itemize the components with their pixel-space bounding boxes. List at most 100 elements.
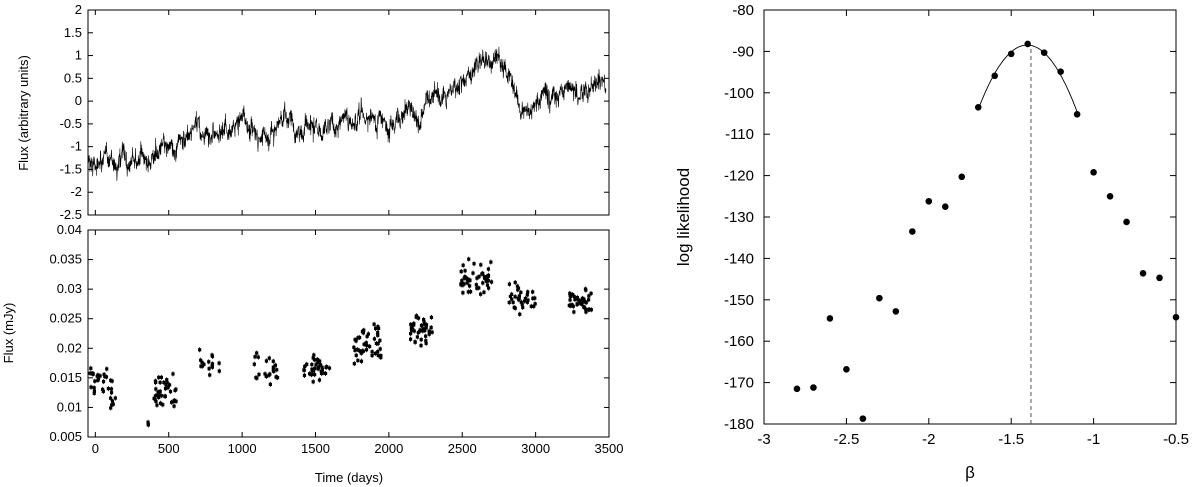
data-point — [568, 291, 572, 295]
data-point — [271, 365, 275, 369]
x-tick-label: -2 — [922, 431, 935, 448]
data-point — [165, 378, 169, 382]
data-point — [472, 262, 476, 266]
data-point — [481, 271, 485, 275]
y-tick-label: 0.04 — [57, 222, 82, 237]
data-point — [309, 373, 314, 377]
data-point — [459, 283, 463, 287]
data-point — [529, 304, 533, 308]
data-point — [157, 395, 161, 399]
data-point — [467, 257, 471, 261]
plot-frame-flux — [87, 9, 610, 216]
data-point — [155, 403, 159, 407]
data-point — [252, 362, 256, 366]
data-point — [516, 288, 520, 292]
y-tick-label: -160 — [724, 333, 754, 350]
data-point — [531, 296, 535, 300]
data-point — [275, 368, 279, 372]
y-tick-label: 0.03 — [57, 281, 82, 296]
data-point — [580, 302, 584, 306]
data-point — [323, 371, 328, 376]
y-tick-label: -170 — [724, 375, 754, 392]
data-point — [364, 348, 369, 352]
data-point — [314, 363, 318, 367]
likelihood-point — [991, 72, 999, 80]
data-point — [353, 348, 357, 352]
data-point — [421, 329, 425, 333]
data-point — [419, 338, 423, 342]
y-axis-ticks: 0.005 0.01 0.015 0.02 0.025 0.03 0.035 0.04 — [49, 222, 609, 444]
data-point — [533, 296, 537, 300]
likelihood-point — [1123, 218, 1130, 226]
data-point — [207, 367, 211, 371]
plot-frame-likelihood — [763, 9, 1177, 425]
data-point — [416, 330, 420, 335]
data-point — [157, 391, 161, 395]
data-point — [481, 281, 485, 285]
data-point — [461, 291, 465, 295]
data-point — [475, 276, 479, 280]
x-tick-label: 500 — [158, 441, 180, 456]
data-point — [584, 300, 588, 304]
data-point — [526, 290, 530, 294]
data-point — [217, 361, 221, 365]
data-point — [302, 373, 307, 378]
data-point — [517, 296, 521, 300]
data-point — [419, 343, 423, 348]
data-point — [108, 396, 113, 400]
data-point — [424, 326, 428, 330]
data-point — [376, 325, 380, 329]
data-point — [459, 269, 463, 274]
data-point — [360, 329, 365, 334]
likelihood-point — [1024, 40, 1031, 48]
y-tick-label: 0.015 — [49, 370, 82, 385]
data-point — [273, 363, 278, 367]
y-tick-label: 1 — [75, 48, 82, 63]
data-point — [365, 334, 369, 338]
data-point — [161, 403, 165, 407]
data-point — [105, 367, 109, 371]
data-point — [315, 357, 319, 362]
data-point — [376, 331, 380, 335]
data-point — [313, 372, 317, 377]
data-point — [153, 397, 157, 402]
data-point — [164, 383, 168, 387]
data-point — [364, 341, 368, 345]
data-point — [318, 359, 322, 363]
data-point — [170, 400, 174, 404]
data-point — [352, 345, 356, 350]
data-point — [512, 305, 516, 310]
data-point — [525, 300, 529, 304]
data-point — [372, 322, 376, 326]
data-point — [482, 276, 487, 280]
likelihood-point — [1090, 168, 1097, 176]
y-tick-label: 0 — [75, 93, 82, 108]
data-point — [570, 303, 574, 308]
data-point — [172, 398, 176, 402]
data-point — [366, 332, 370, 336]
data-point — [568, 294, 573, 299]
data-point — [519, 300, 523, 304]
x-tick-label: -1.5 — [998, 431, 1024, 448]
likelihood-fit — [977, 44, 1078, 424]
data-point — [589, 291, 593, 296]
x-tick-label: 3000 — [521, 441, 550, 456]
data-point — [582, 297, 586, 301]
likelihood-point — [892, 308, 900, 315]
data-point — [355, 347, 359, 352]
data-point — [358, 335, 362, 340]
likelihood-point — [958, 173, 966, 181]
data-point — [479, 292, 483, 296]
data-point — [101, 389, 105, 393]
data-point — [571, 292, 575, 297]
data-point — [110, 379, 114, 383]
likelihood-point — [1139, 270, 1147, 277]
data-point — [373, 351, 377, 356]
data-point — [587, 307, 592, 312]
likelihood-point — [1172, 313, 1180, 321]
data-point — [519, 290, 523, 294]
data-point — [210, 364, 214, 368]
x-axis-label-time: Time (days) — [315, 470, 383, 485]
likelihood-point — [909, 228, 916, 235]
panel-likelihood: -3 -2.5 -2 -1.5 -1 -0.5 -180-170-160-150-140-… — [674, 2, 1189, 482]
